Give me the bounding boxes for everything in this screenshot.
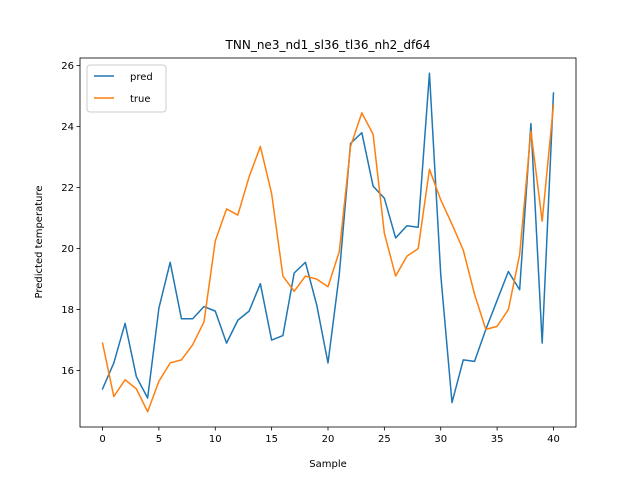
- y-tick-label: 18: [61, 305, 74, 316]
- x-tick-label: 10: [209, 434, 222, 445]
- chart-title: TNN_ne3_nd1_sl36_tl36_nh2_df64: [225, 38, 431, 52]
- y-tick-label: 24: [61, 122, 74, 133]
- y-tick-label: 26: [61, 61, 74, 72]
- x-tick-label: 25: [378, 434, 391, 445]
- legend-label-true: true: [130, 94, 151, 105]
- x-tick-label: 0: [99, 434, 105, 445]
- legend: pred true: [86, 64, 167, 113]
- x-tick-label: 35: [491, 434, 504, 445]
- x-tick-label: 40: [547, 434, 560, 445]
- legend-label-pred: pred: [130, 72, 153, 83]
- series-line-true: [101, 104, 555, 413]
- y-tick-label: 22: [61, 183, 74, 194]
- y-tick-label: 20: [61, 244, 74, 255]
- legend-box: [86, 64, 167, 113]
- x-tick-label: 5: [156, 434, 162, 445]
- x-tick-label: 30: [434, 434, 447, 445]
- series-line-pred: [101, 72, 555, 404]
- x-tick-label: 15: [265, 434, 278, 445]
- x-tick-label: 20: [322, 434, 335, 445]
- x-axis-label: Sample: [309, 459, 347, 470]
- y-axis-label: Predicted temperature: [34, 186, 45, 299]
- y-tick-label: 16: [61, 366, 74, 377]
- plot-area: 0 5 10 15 20 25 30 35 40 16 18 20 22 24 26: [61, 57, 577, 445]
